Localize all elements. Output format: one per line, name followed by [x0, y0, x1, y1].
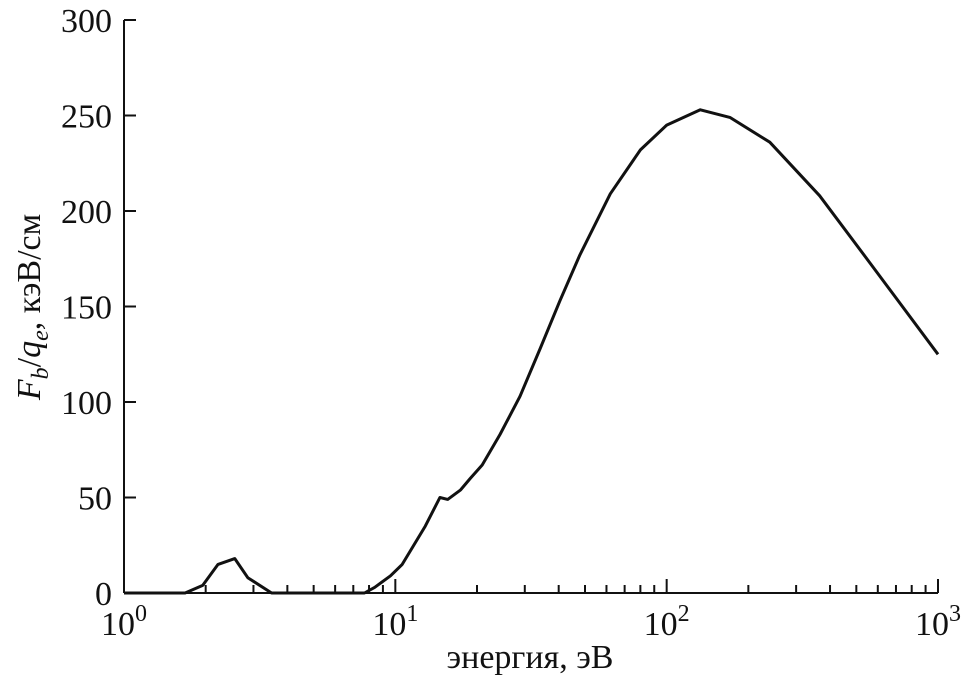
x-tick-base: 10: [644, 606, 678, 643]
y-tick-label: 50: [78, 481, 112, 518]
x-tick-label: 103: [915, 601, 961, 643]
x-tick-exponent: 1: [406, 601, 418, 627]
x-axis-label: энергия, эВ: [447, 639, 614, 676]
y-tick-label: 150: [61, 290, 112, 327]
y-axis-label: Fb/qe, кэВ/см: [11, 214, 54, 401]
y-label-part: e: [28, 330, 54, 341]
y-label-part: F: [11, 378, 48, 401]
y-tick-label: 0: [95, 576, 112, 613]
y-tick-label: 300: [61, 3, 112, 40]
x-tick-exponent: 3: [949, 601, 961, 627]
x-tick-exponent: 2: [678, 601, 690, 627]
x-tick-label: 101: [372, 601, 418, 643]
x-tick-exponent: 0: [135, 601, 147, 627]
y-label-part: q: [11, 341, 48, 358]
y-tick-label: 100: [61, 385, 112, 422]
x-tick-base: 10: [372, 606, 406, 643]
x-tick-base: 10: [101, 606, 135, 643]
x-tick-label: 100: [101, 601, 147, 643]
y-label-part: b: [28, 367, 54, 379]
x-tick-base: 10: [915, 606, 949, 643]
y-label-part: /: [11, 357, 48, 367]
y-label-part: , кэВ/см: [11, 214, 48, 330]
x-tick-label: 102: [644, 601, 690, 643]
y-tick-label: 200: [61, 194, 112, 231]
y-tick-label: 250: [61, 99, 112, 136]
data-line: [124, 108, 940, 595]
